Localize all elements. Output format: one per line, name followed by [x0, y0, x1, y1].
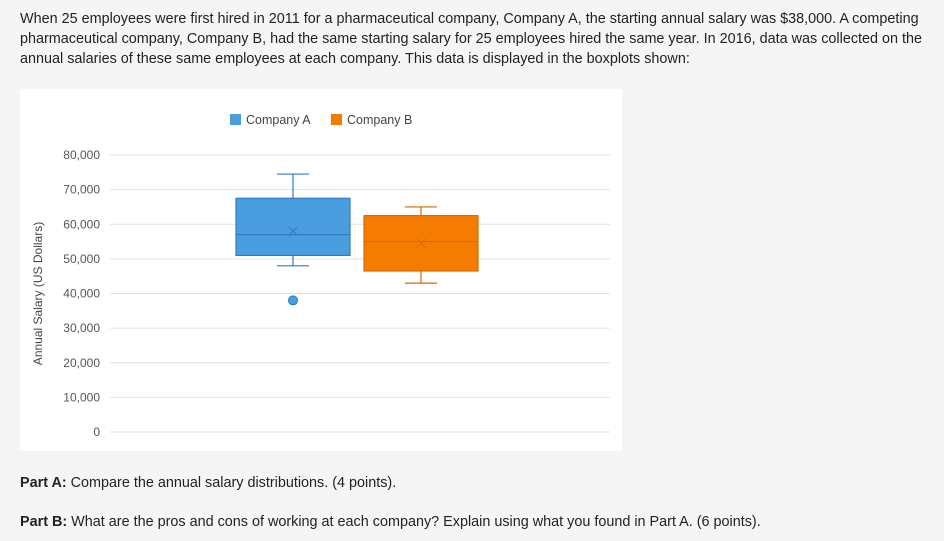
part-a: Part A: Compare the annual salary distri… [20, 473, 396, 493]
legend-swatch [230, 114, 241, 125]
y-tick-label: 30,000 [63, 321, 100, 335]
outlier-point [288, 295, 298, 306]
y-tick-label: 50,000 [63, 252, 100, 266]
y-tick-label: 40,000 [63, 287, 100, 301]
part-a-text: Compare the annual salary distributions.… [66, 475, 397, 491]
legend-label: Company B [347, 113, 412, 127]
part-b-label: Part B: [20, 514, 68, 530]
part-b: Part B: What are the pros and cons of wo… [20, 512, 761, 532]
boxplot-svg: 0 10,000 20,000 30,000 40,000 50,000 60,000 70,… [31, 113, 610, 439]
y-tick-label: 10,000 [63, 390, 100, 404]
mean-marker [288, 226, 298, 237]
y-axis-title: Annual Salary (US Dollars) [31, 222, 45, 365]
part-b-text: What are the pros and cons of working at… [67, 514, 761, 530]
y-tick-label: 0 [93, 425, 100, 439]
y-tick-label: 70,000 [63, 183, 100, 197]
y-tick-label: 80,000 [63, 148, 100, 162]
legend-swatch [331, 114, 342, 125]
legend-label: Company A [246, 113, 311, 127]
question-text: When 25 employees were first hired in 20… [20, 11, 923, 67]
boxplot-chart: 0 10,000 20,000 30,000 40,000 50,000 60,000 70,… [20, 89, 622, 451]
y-tick-label: 20,000 [63, 356, 100, 370]
y-tick-label: 60,000 [63, 217, 100, 231]
mean-marker [416, 238, 426, 249]
part-a-label: Part A: [20, 475, 67, 491]
box [235, 197, 351, 257]
